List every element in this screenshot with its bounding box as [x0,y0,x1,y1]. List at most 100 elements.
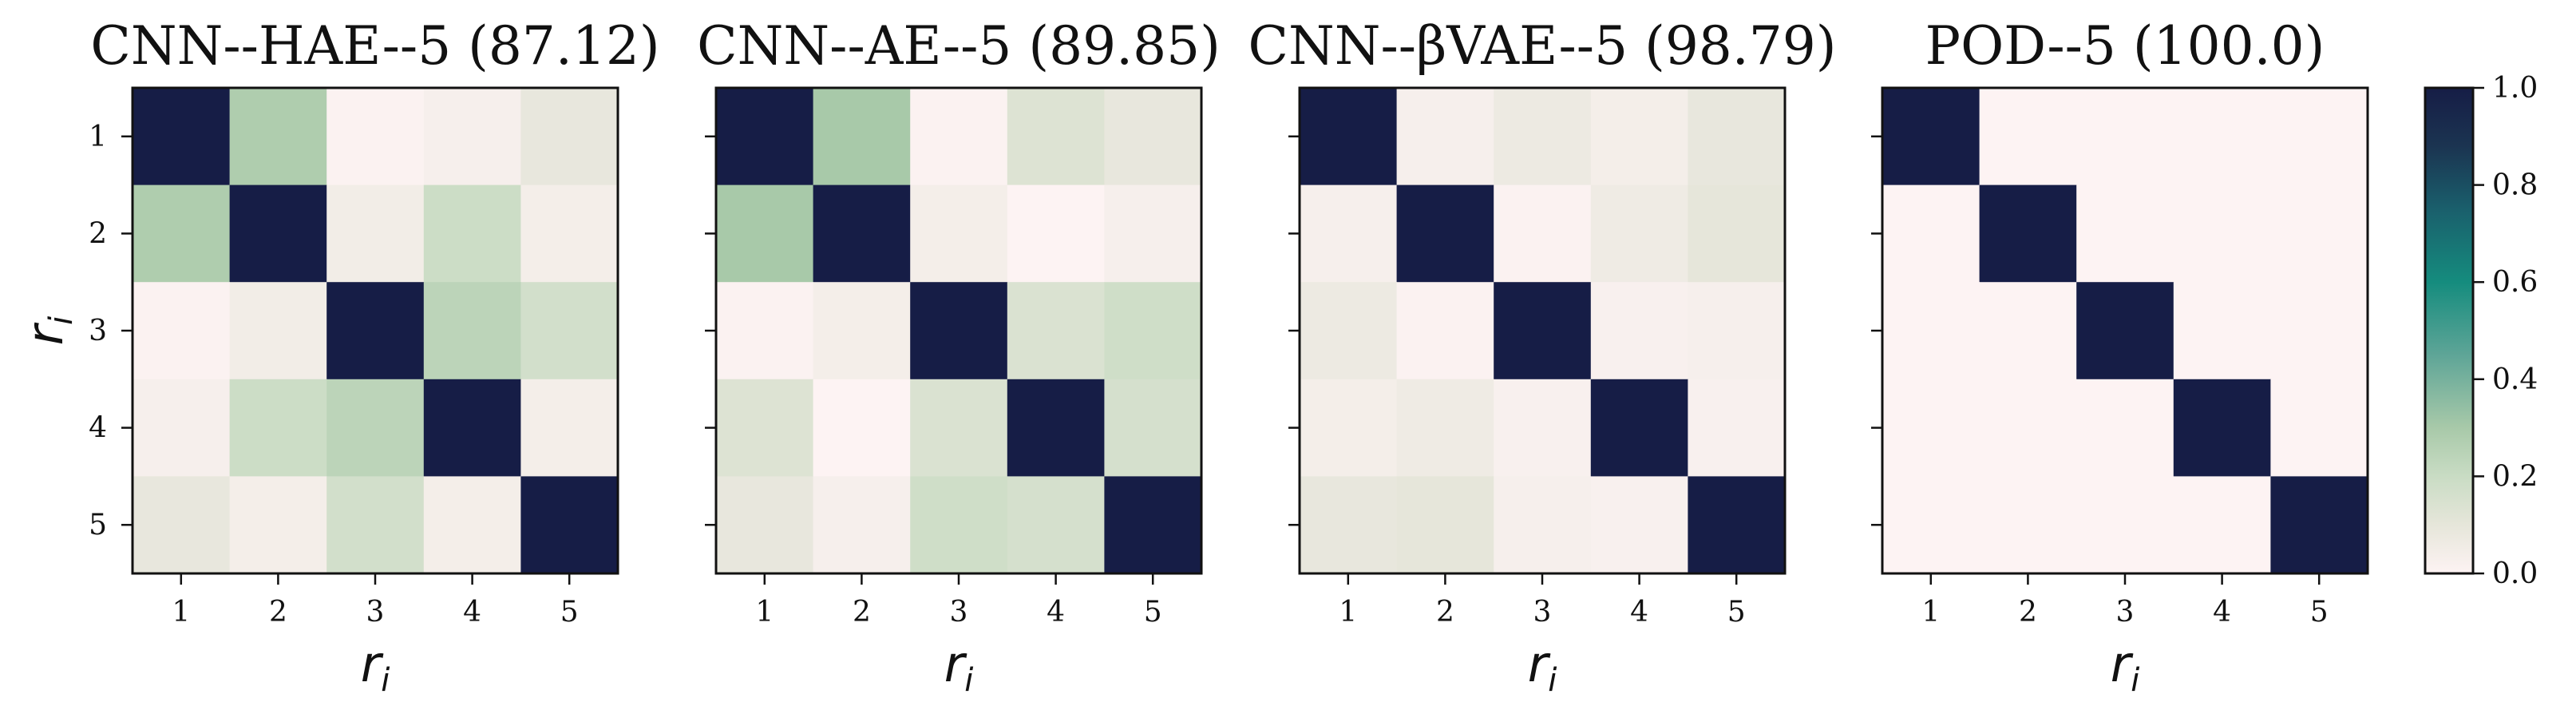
heatmap-cell-r3-c3 [910,282,1008,380]
x-tick-label: 3 [1533,596,1552,629]
heatmap-cell-r5-c3 [2076,476,2174,574]
x-tick-label: 5 [1144,596,1162,629]
heatmap-cell-r3-c3 [1494,282,1592,380]
x-axis-label: ri [361,635,390,699]
heatmap-cell-r4-c2 [1396,379,1494,477]
heatmap-cell-r3-c1 [133,282,231,380]
heatmap-cell-r2-c3 [326,184,425,283]
heatmap-cell-r5-c2 [813,476,911,574]
x-tick-label: 5 [1727,596,1746,629]
heatmap-cell-r5-c3 [326,476,425,574]
heatmap-panel-3: CNN--βVAE--5 (98.79) 1 2 3 4 5 ri [1248,15,1836,699]
heatmap-cell-r2-c1 [716,184,814,283]
heatmap-cell-r1-c3 [910,88,1008,186]
heatmap-cell-r1-c4 [1590,88,1688,186]
heatmap-cell-r1-c3 [1494,88,1592,186]
colorbar-tick-label: 0.8 [2492,169,2538,202]
heatmap-cell-r3-c1 [1300,282,1398,380]
heatmap-cell-r2-c5 [520,184,619,283]
heatmap-cell-r5-c3 [910,476,1008,574]
colorbar-tick-label: 0.2 [2492,460,2538,493]
heatmap-cell-r3-c5 [1104,282,1202,380]
heatmap-cell-r2-c2 [813,184,911,283]
colorbar-tick-label: 1.0 [2492,72,2538,105]
x-tick-label: 1 [755,596,774,629]
heatmap-cell-r5-c5 [2270,476,2368,574]
heatmap-cell-r4-c5 [520,379,619,477]
heatmap-cell-r1-c2 [1979,88,2077,186]
heatmap-cell-r4-c4 [423,379,521,477]
heatmap-cell-r3-c4 [1007,282,1105,380]
heatmap-cell-r5-c3 [1494,476,1592,574]
heatmap-cell-r5-c2 [1396,476,1494,574]
heatmap-cell-r5-c2 [229,476,327,574]
heatmap-cell-r4-c4 [1590,379,1688,477]
heatmap-cell-r2-c3 [2076,184,2174,283]
x-tick-label: 4 [463,596,481,629]
heatmap-cell-r1-c5 [1688,88,1786,186]
heatmap-cell-r2-c2 [229,184,327,283]
heatmap-cell-r1-c4 [1007,88,1105,186]
heatmap-cell-r3-c5 [1688,282,1786,380]
colorbar-tick-label: 0.4 [2492,363,2538,396]
heatmap-cell-r2-c4 [423,184,521,283]
heatmap-panel-4: POD--5 (100.0) 1 2 3 4 5 ri [1871,15,2369,699]
x-tick-label: 1 [172,596,190,629]
heatmap-cell-r4-c1 [133,379,231,477]
heatmap-cell-r1-c4 [2173,88,2271,186]
x-tick-label: 2 [2019,596,2037,629]
y-tick-label: 1 [89,121,107,153]
heatmap-cell-r4-c1 [716,379,814,477]
heatmap-cell-r4-c3 [326,379,425,477]
colorbar-tick-label: 0.6 [2492,266,2538,299]
x-tick-label: 5 [560,596,579,629]
heatmap-cell-r3-c4 [423,282,521,380]
heatmap-cell-r5-c4 [2173,476,2271,574]
heatmap-cell-r3-c4 [1590,282,1688,380]
x-tick-label: 2 [1436,596,1454,629]
x-tick-label: 4 [2213,596,2231,629]
heatmap-cell-r1-c5 [2270,88,2368,186]
heatmap-cell-r4-c4 [2173,379,2271,477]
x-tick-label: 2 [853,596,871,629]
heatmap-cell-r5-c1 [133,476,231,574]
y-tick-label: 5 [89,509,107,541]
heatmap-cell-r1-c2 [1396,88,1494,186]
heatmap-cell-r1-c5 [520,88,619,186]
heatmap-cell-r4-c5 [1104,379,1202,477]
heatmap-cell-r5-c1 [716,476,814,574]
heatmap-panels: CNN--HAE--5 (87.12)1 2 3 4 512345ririCNN--AE… [16,15,2369,699]
x-tick-label: 3 [366,596,385,629]
heatmap-cell-r5-c2 [1979,476,2077,574]
heatmap-cell-r2-c1 [1300,184,1398,283]
heatmap-cell-r4-c3 [2076,379,2174,477]
heatmap-cell-r4-c3 [1494,379,1592,477]
heatmap-cell-r2-c2 [1396,184,1494,283]
heatmap-cell-r4-c4 [1007,379,1105,477]
panel-title: CNN--HAE--5 (87.12) [90,15,659,77]
colorbar-gradient [2425,88,2473,573]
heatmap-cell-r2-c5 [1688,184,1786,283]
heatmap-cell-r3-c5 [520,282,619,380]
heatmap-cell-r1-c3 [2076,88,2174,186]
heatmap-cell-r1-c3 [326,88,425,186]
y-tick-label: 2 [89,217,107,250]
heatmap-cell-r4-c3 [910,379,1008,477]
heatmap-cell-r1-c2 [229,88,327,186]
heatmap-cell-r5-c4 [1590,476,1688,574]
heatmap-cell-r2-c4 [1590,184,1688,283]
heatmap-cell-r5-c4 [423,476,521,574]
heatmap-cell-r3-c1 [1882,282,1980,380]
panel-title: CNN--AE--5 (89.85) [697,15,1221,77]
heatmap-cell-r1-c2 [813,88,911,186]
y-tick-label: 3 [89,315,107,347]
heatmap-cell-r3-c2 [1396,282,1494,380]
heatmap-cell-r3-c3 [326,282,425,380]
heatmap-cell-r5-c1 [1882,476,1980,574]
panel-title: POD--5 (100.0) [1925,15,2325,77]
heatmap-cell-r3-c2 [1979,282,2077,380]
heatmap-cell-r2-c4 [2173,184,2271,283]
heatmap-cell-r2-c3 [910,184,1008,283]
colorbar-frame [2424,86,2475,575]
